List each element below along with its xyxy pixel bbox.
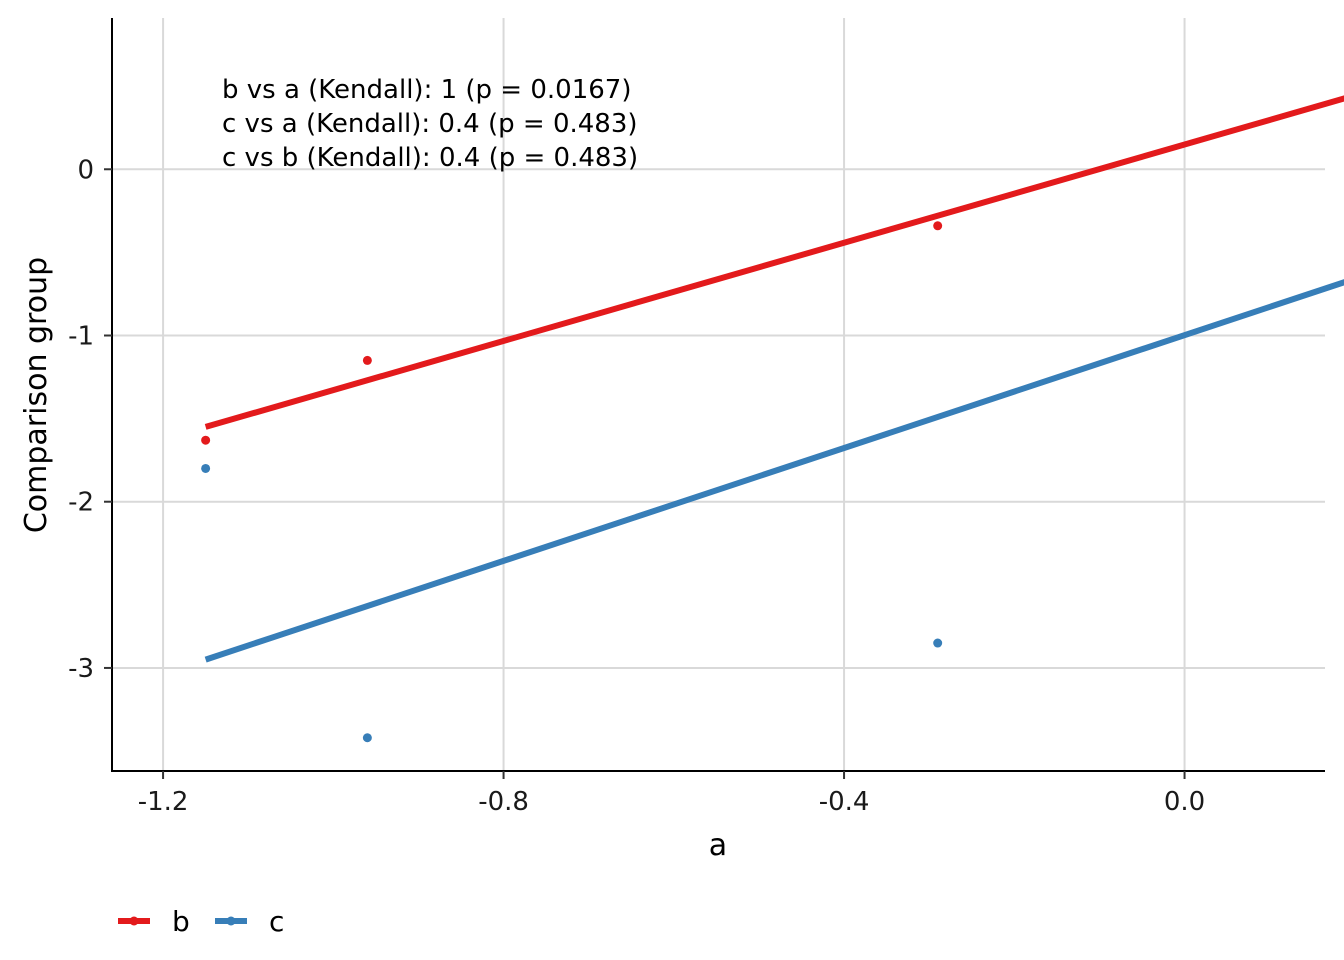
y-axis-title: Comparison group (19, 257, 54, 533)
annotation-c-vs-a: c vs a (Kendall): 0.4 (p = 0.483) (222, 109, 638, 139)
legend-key-point-b (129, 916, 139, 926)
legend-key-point-c (226, 916, 236, 926)
legend-label-b: b (172, 905, 190, 938)
point-b (362, 355, 372, 365)
data-points (201, 221, 943, 743)
annotation-c-vs-b: c vs b (Kendall): 0.4 (p = 0.483) (222, 143, 638, 173)
point-c (201, 463, 211, 473)
axes (111, 18, 1325, 772)
y-tick-label: -3 (68, 654, 94, 684)
annotation-b-vs-a: b vs a (Kendall): 1 (p = 0.0167) (222, 75, 631, 105)
y-tick-label: -2 (68, 488, 94, 518)
point-c (933, 638, 943, 648)
x-tick-label: 0.0 (1164, 787, 1205, 817)
legend-label-c: c (269, 905, 284, 938)
fit-line-b (204, 95, 1344, 430)
y-tick-label: 0 (77, 155, 94, 185)
y-tick-label: -1 (68, 321, 94, 351)
fit-lines (204, 95, 1344, 663)
x-tick-label: -1.2 (138, 787, 189, 817)
point-b (933, 221, 943, 231)
point-c (362, 733, 372, 743)
point-b (201, 435, 211, 445)
x-tick-label: -0.4 (819, 787, 870, 817)
x-axis-title: a (709, 828, 727, 863)
correlation-annotations: b vs a (Kendall): 1 (p = 0.0167) c vs a … (222, 75, 638, 173)
ticks: -1.2 -0.8 -0.4 0.0 0 -1 -2 -3 (68, 155, 1205, 817)
fit-line-c (204, 279, 1344, 663)
x-tick-label: -0.8 (478, 787, 529, 817)
